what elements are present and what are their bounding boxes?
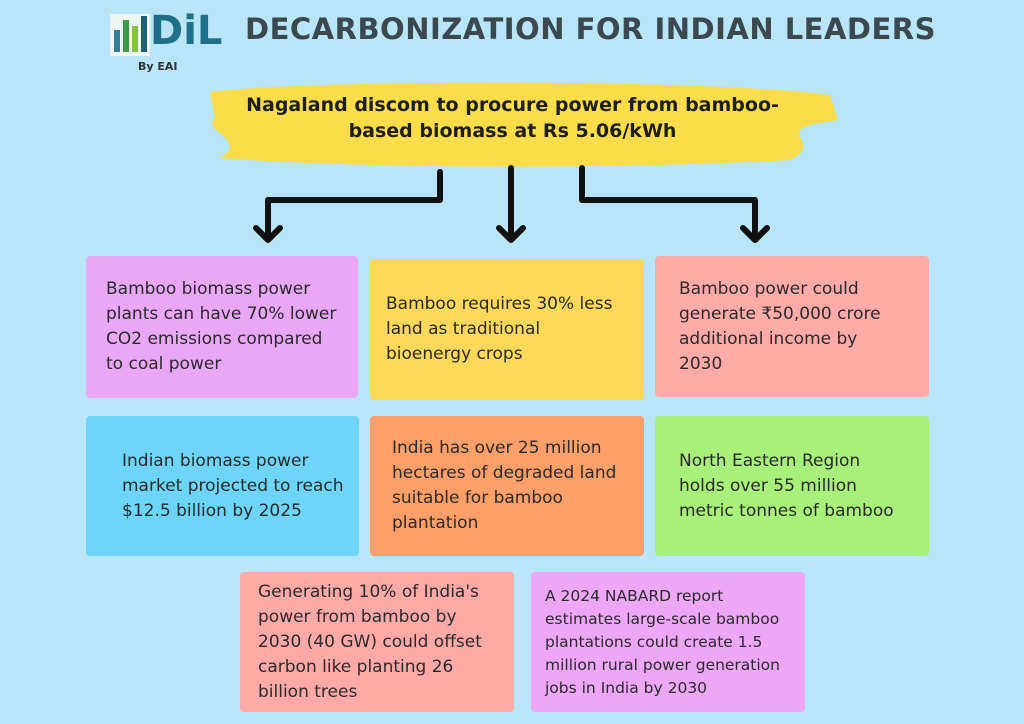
arrows: [253, 165, 770, 243]
headline: Nagaland discom to procure power from ba…: [246, 94, 779, 142]
card: Indian biomass power market projected to…: [86, 416, 359, 556]
brush-stroke: [210, 82, 838, 167]
card: Bamboo biomass power plants can have 70%…: [86, 256, 358, 398]
card: Bamboo power could generate ₹50,000 cror…: [655, 256, 929, 397]
logo-icon: [110, 14, 150, 56]
card: North Eastern Region holds over 55 milli…: [655, 416, 929, 556]
card: Bamboo requires 30% less land as traditi…: [370, 259, 644, 400]
card: India has over 25 million hectares of de…: [370, 416, 644, 556]
card: A 2024 NABARD report estimates large-sca…: [531, 572, 805, 712]
logo-text: DiL: [150, 8, 223, 54]
title: DECARBONIZATION FOR INDIAN LEADERS: [245, 12, 937, 46]
logo-byline: By EAI: [138, 60, 178, 73]
card: Generating 10% of India's power from bam…: [240, 572, 514, 712]
